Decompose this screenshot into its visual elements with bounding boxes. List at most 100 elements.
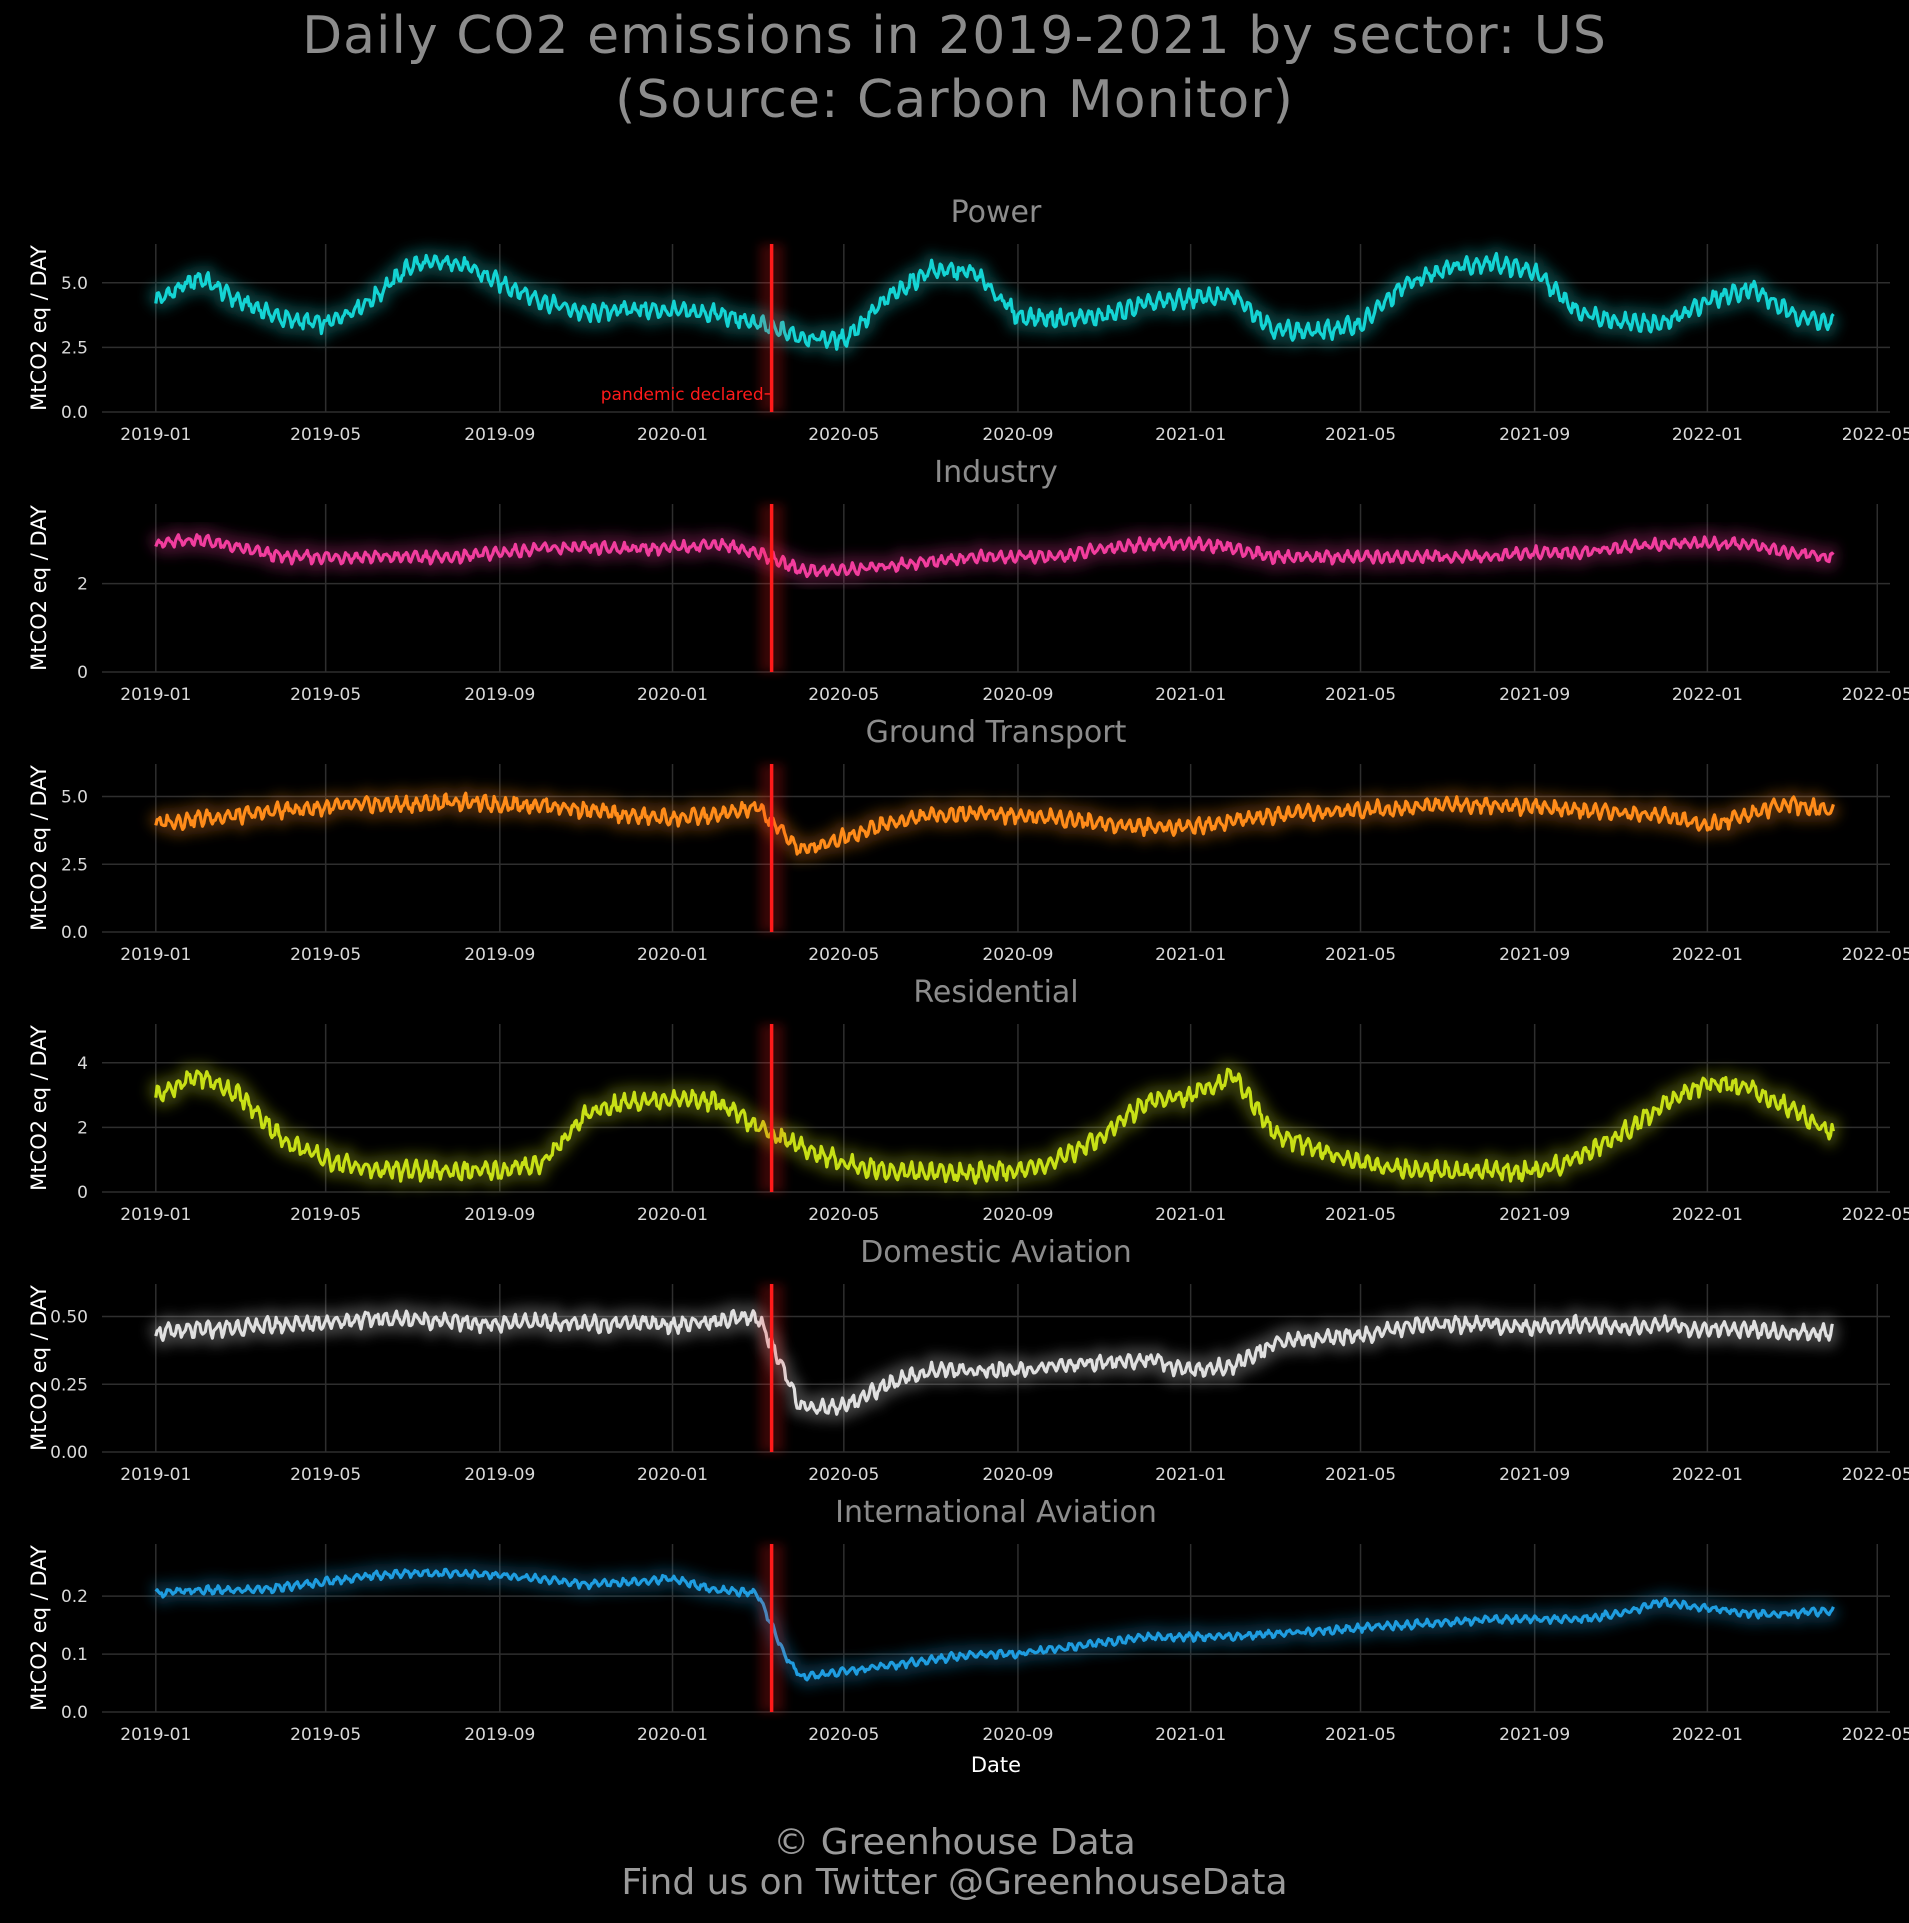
y-tick-label: 0.00 xyxy=(50,1443,88,1463)
y-tick-label: 2.5 xyxy=(61,338,88,358)
y-tick-label: 0.0 xyxy=(61,403,88,423)
x-tick-label: 2021-09 xyxy=(1499,1465,1570,1485)
x-tick-label: 2020-09 xyxy=(982,1725,1053,1745)
panel-power: Power MtCO2 eq / DAY 2019-01 2019-05 2019-09… xyxy=(27,195,1909,445)
x-tick-label: 2022-01 xyxy=(1672,425,1743,445)
x-tick-label: 2020-05 xyxy=(808,1205,879,1225)
x-tick-label: 2021-09 xyxy=(1499,945,1570,965)
x-tick-label: 2020-09 xyxy=(982,1465,1053,1485)
x-tick-label: 2019-09 xyxy=(464,1725,535,1745)
x-tick-label: 2021-01 xyxy=(1155,945,1226,965)
x-tick-label: 2019-01 xyxy=(120,1725,191,1745)
x-tick-label: 2019-09 xyxy=(464,1465,535,1485)
x-tick-label: 2021-05 xyxy=(1325,945,1396,965)
x-tick-label: 2022-01 xyxy=(1672,685,1743,705)
y-tick-label: 0.0 xyxy=(61,923,88,943)
x-tick-label: 2021-01 xyxy=(1155,685,1226,705)
x-tick-label: 2019-05 xyxy=(290,685,361,705)
y-tick-label: 0.25 xyxy=(50,1375,88,1395)
x-tick-label: 2022-01 xyxy=(1672,1725,1743,1745)
chart-title-line-2: (Source: Carbon Monitor) xyxy=(615,70,1294,130)
x-tick-label: 2020-09 xyxy=(982,945,1053,965)
x-tick-label: 2021-09 xyxy=(1499,685,1570,705)
x-tick-label: 2021-09 xyxy=(1499,1205,1570,1225)
footer-credit: © Greenhouse Data xyxy=(773,1822,1136,1863)
series-line-domestic-aviation xyxy=(154,1309,1835,1416)
x-tick-label: 2022-05 xyxy=(1842,945,1909,965)
panel-international-aviation: International Aviation MtCO2 eq / DAY 2019… xyxy=(27,1495,1909,1777)
x-tick-label: 2020-01 xyxy=(637,1205,708,1225)
pandemic-annotation: pandemic declared xyxy=(601,385,764,405)
x-tick-label: 2022-05 xyxy=(1842,1465,1909,1485)
x-tick-label: 2020-05 xyxy=(808,945,879,965)
x-tick-label: 2022-01 xyxy=(1672,1205,1743,1225)
x-tick-label: 2019-05 xyxy=(290,425,361,445)
panel-title: Ground Transport xyxy=(866,715,1127,750)
panel-residential: Residential MtCO2 eq / DAY 2019-01 2019-05 2… xyxy=(27,975,1909,1225)
x-tick-label: 2019-09 xyxy=(464,685,535,705)
x-tick-label: 2019-05 xyxy=(290,945,361,965)
x-tick-label: 2021-09 xyxy=(1499,1725,1570,1745)
x-tick-label: 2019-01 xyxy=(120,685,191,705)
x-tick-label: 2020-01 xyxy=(637,945,708,965)
y-tick-label: 0 xyxy=(77,663,88,683)
series-glow-international-aviation xyxy=(149,1561,1841,1688)
series-line-residential xyxy=(154,1067,1835,1185)
x-tick-label: 2019-05 xyxy=(290,1465,361,1485)
x-tick-label: 2022-05 xyxy=(1842,425,1909,445)
y-tick-label: 2 xyxy=(77,575,88,595)
x-tick-label: 2022-01 xyxy=(1672,945,1743,965)
y-axis-label: MtCO2 eq / DAY xyxy=(27,245,51,411)
panel-title: Residential xyxy=(913,975,1078,1010)
y-axis-label: MtCO2 eq / DAY xyxy=(27,1285,51,1451)
series-line-international-aviation xyxy=(154,1567,1835,1682)
x-tick-label: 2021-05 xyxy=(1325,425,1396,445)
panel-domestic-aviation: Domestic Aviation MtCO2 eq / DAY 2019-01 20… xyxy=(27,1235,1909,1485)
x-tick-label: 2022-05 xyxy=(1842,1205,1909,1225)
series-line-ground-transport xyxy=(154,791,1835,856)
y-tick-label: 0.2 xyxy=(61,1587,88,1607)
y-tick-label: 5.0 xyxy=(61,788,88,808)
panel-ground-transport: Ground Transport MtCO2 eq / DAY 2019-01 201… xyxy=(27,715,1909,965)
series-line-industry xyxy=(154,533,1835,579)
x-tick-label: 2022-05 xyxy=(1842,685,1909,705)
x-tick-label: 2020-05 xyxy=(808,685,879,705)
y-axis-label: MtCO2 eq / DAY xyxy=(27,505,51,671)
y-axis-label: MtCO2 eq / DAY xyxy=(27,1545,51,1711)
y-tick-label: 5.0 xyxy=(61,274,88,294)
panel-title: Industry xyxy=(934,455,1057,490)
x-tick-label: 2019-01 xyxy=(120,1205,191,1225)
x-tick-label: 2019-05 xyxy=(290,1205,361,1225)
x-tick-label: 2021-09 xyxy=(1499,425,1570,445)
x-axis-label: Date xyxy=(971,1753,1021,1777)
footer-twitter: Find us on Twitter @GreenhouseData xyxy=(621,1862,1288,1903)
x-tick-label: 2019-01 xyxy=(120,1465,191,1485)
x-tick-label: 2022-05 xyxy=(1842,1725,1909,1745)
x-tick-label: 2021-01 xyxy=(1155,1725,1226,1745)
x-tick-label: 2020-01 xyxy=(637,1725,708,1745)
x-tick-label: 2021-01 xyxy=(1155,1205,1226,1225)
panel-title: Domestic Aviation xyxy=(860,1235,1132,1270)
x-tick-label: 2020-01 xyxy=(637,685,708,705)
x-tick-label: 2020-05 xyxy=(808,1725,879,1745)
x-tick-label: 2020-05 xyxy=(808,1465,879,1485)
y-axis-label: MtCO2 eq / DAY xyxy=(27,1025,51,1191)
y-tick-label: 0.50 xyxy=(50,1308,88,1328)
x-tick-label: 2019-01 xyxy=(120,945,191,965)
chart-title-line-1: Daily CO2 emissions in 2019-2021 by sect… xyxy=(302,6,1607,66)
x-tick-label: 2020-09 xyxy=(982,685,1053,705)
y-tick-label: 0.0 xyxy=(61,1703,88,1723)
x-tick-label: 2021-01 xyxy=(1155,425,1226,445)
x-tick-label: 2020-09 xyxy=(982,1205,1053,1225)
panel-title: Power xyxy=(951,195,1042,230)
x-tick-label: 2022-01 xyxy=(1672,1465,1743,1485)
x-tick-label: 2019-09 xyxy=(464,425,535,445)
panel-industry: Industry MtCO2 eq / DAY 2019-01 2019-05 2019… xyxy=(27,455,1909,705)
x-tick-label: 2020-01 xyxy=(637,425,708,445)
x-tick-label: 2021-01 xyxy=(1155,1465,1226,1485)
y-tick-label: 0 xyxy=(77,1183,88,1203)
y-tick-label: 2.5 xyxy=(61,855,88,875)
x-tick-label: 2019-09 xyxy=(464,945,535,965)
x-tick-label: 2021-05 xyxy=(1325,1725,1396,1745)
